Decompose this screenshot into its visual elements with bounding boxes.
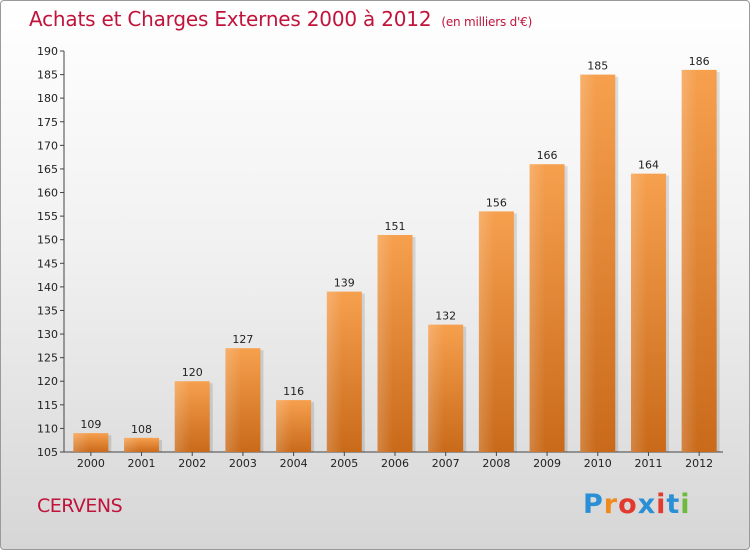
bar-value-label: 151 [385, 220, 406, 233]
bar-highlight [681, 69, 698, 452]
chart-title: Achats et Charges Externes 2000 à 2012 (e… [29, 7, 532, 31]
x-tick-label: 2001 [128, 457, 156, 470]
x-tick-label: 2002 [178, 457, 206, 470]
y-tick-label: 105 [37, 446, 58, 459]
bar-highlight [124, 437, 140, 452]
bar-value-label: 132 [435, 310, 456, 323]
x-tick-label: 2008 [482, 457, 510, 470]
bar-value-label: 156 [486, 196, 507, 209]
bar-value-label: 127 [232, 333, 253, 346]
bar-value-label: 186 [689, 55, 710, 68]
bars [73, 69, 720, 453]
y-tick-label: 135 [37, 304, 58, 317]
x-tick-label: 2003 [229, 457, 257, 470]
x-tick-label: 2012 [685, 457, 713, 470]
bar-value-label: 116 [283, 385, 304, 398]
bar-highlight [276, 400, 292, 452]
logo-letter: i [680, 489, 691, 520]
commune-name: CERVENS [37, 495, 123, 517]
chart-unit: (en milliers d'€) [441, 15, 533, 29]
bar-value-label: 166 [537, 149, 558, 162]
y-tick-label: 110 [37, 422, 58, 435]
y-tick-label: 185 [37, 69, 58, 82]
proxiti-logo[interactable]: Proxiti [583, 489, 691, 520]
x-tick-label: 2000 [77, 457, 105, 470]
y-tick-label: 140 [37, 281, 58, 294]
logo-letter: x [637, 489, 657, 520]
bar-value-label: 164 [638, 159, 659, 172]
bar-highlight [377, 234, 394, 452]
y-tick-label: 155 [37, 210, 58, 223]
bar-highlight [478, 211, 495, 452]
bar-value-label: 120 [182, 366, 203, 379]
bar-value-label: 108 [131, 423, 152, 436]
logo-letter: P [583, 489, 604, 520]
y-tick-label: 145 [37, 257, 58, 270]
bar-value-label: 185 [587, 60, 608, 73]
bar-highlight [630, 173, 647, 453]
x-tick-label: 2009 [533, 457, 561, 470]
x-tick-label: 2004 [280, 457, 308, 470]
y-tick-label: 130 [37, 328, 58, 341]
x-tick-label: 2005 [330, 457, 358, 470]
logo-letter: i [656, 489, 667, 520]
y-tick-label: 170 [37, 139, 58, 152]
bar-highlight [225, 348, 242, 452]
chart-title-text: Achats et Charges Externes 2000 à 2012 [29, 7, 432, 31]
value-labels: 109 108 120 127 116 139 151 132 156 166 185 164 186 [80, 55, 709, 436]
logo-letter: t [666, 489, 681, 520]
y-tick-label: 115 [37, 399, 58, 412]
bar-value-label: 139 [334, 277, 355, 290]
bar-value-label: 109 [80, 418, 101, 431]
logo-letter: r [603, 489, 619, 520]
x-tick-label: 2010 [584, 457, 612, 470]
y-tick-label: 190 [37, 45, 58, 58]
bar-highlight [428, 324, 444, 452]
axes: 105 110 115 120 125 130 135 140 145 150 155 160 165 1… [37, 45, 723, 470]
x-tick-label: 2006 [381, 457, 409, 470]
bar-highlight [326, 291, 343, 452]
bar-highlight [73, 433, 90, 452]
x-tick-label: 2011 [634, 457, 662, 470]
logo-letter: o [618, 489, 638, 520]
bar-highlight [174, 381, 191, 452]
y-tick-label: 125 [37, 352, 58, 365]
y-tick-label: 160 [37, 187, 58, 200]
y-tick-label: 150 [37, 234, 58, 247]
x-tick-label: 2007 [432, 457, 460, 470]
y-tick-label: 120 [37, 375, 58, 388]
y-tick-label: 175 [37, 116, 58, 129]
bar-highlight [580, 74, 597, 453]
y-tick-label: 165 [37, 163, 58, 176]
y-tick-label: 180 [37, 92, 58, 105]
bar-highlight [529, 164, 546, 453]
